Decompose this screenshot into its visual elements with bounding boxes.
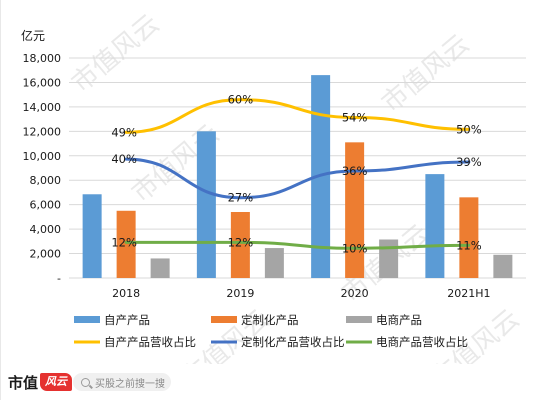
y-tick-label: 10,000 xyxy=(23,150,62,163)
bar xyxy=(345,142,365,278)
legend-label: 电商产品 xyxy=(376,313,422,327)
data-label: 12% xyxy=(228,235,254,249)
series-line xyxy=(124,98,471,134)
legend-swatch xyxy=(346,316,372,323)
legend-swatch xyxy=(211,316,237,323)
data-label: 10% xyxy=(342,241,368,255)
data-label: 12% xyxy=(111,235,137,249)
brand-name: 市值 xyxy=(8,373,39,392)
bar xyxy=(379,239,399,278)
bar xyxy=(264,248,284,278)
brand-tag: 风云 xyxy=(40,373,73,391)
data-label: 36% xyxy=(342,164,368,178)
brand-logo[interactable]: 市值 风云 xyxy=(8,371,73,393)
series-line xyxy=(124,240,471,250)
search-input[interactable]: 买股之前搜一搜 xyxy=(73,373,171,391)
chart: 市值风云市值风云市值风云市值风云市值风云市值风云-2,0004,0006,000… xyxy=(21,9,526,364)
y-tick-label: 2,000 xyxy=(30,248,62,261)
data-label: 27% xyxy=(228,191,254,205)
bar xyxy=(150,258,170,278)
y-unit-label: 亿元 xyxy=(21,28,45,43)
legend-label: 自产产品 xyxy=(104,313,150,327)
y-tick-label: 16,000 xyxy=(23,76,62,89)
series-line xyxy=(124,157,471,200)
bar xyxy=(425,174,445,278)
y-tick-label: 12,000 xyxy=(23,125,62,138)
x-tick-label: 2021H1 xyxy=(447,287,490,300)
search-icon xyxy=(81,377,90,387)
x-tick-label: 2018 xyxy=(112,287,140,300)
data-label: 11% xyxy=(456,238,482,252)
y-tick-label: 18,000 xyxy=(23,52,62,65)
legend-swatch xyxy=(74,316,100,323)
y-tick-label: 8,000 xyxy=(30,174,62,187)
y-tick-label: - xyxy=(57,272,61,285)
watermark-text: 市值风云 xyxy=(426,304,525,364)
data-label: 49% xyxy=(111,125,137,139)
bar xyxy=(196,131,216,278)
data-label: 54% xyxy=(342,110,368,124)
bar xyxy=(230,212,250,278)
bar xyxy=(459,197,479,278)
data-label: 39% xyxy=(456,155,482,169)
watermark-text: 市值风云 xyxy=(376,29,475,119)
x-tick-label: 2020 xyxy=(341,287,369,300)
y-tick-label: 4,000 xyxy=(30,223,62,236)
legend-label: 电商产品营收占比 xyxy=(376,335,468,349)
legend-label: 自产产品营收占比 xyxy=(104,335,196,349)
data-label: 60% xyxy=(228,93,254,107)
bar xyxy=(82,194,102,278)
y-tick-label: 6,000 xyxy=(30,199,62,212)
x-tick-label: 2019 xyxy=(226,287,254,300)
watermark-text: 市值风云 xyxy=(66,9,165,99)
data-label: 40% xyxy=(111,152,137,166)
y-tick-label: 14,000 xyxy=(23,101,62,114)
footer-bar: 市值 风云 买股之前搜一搜 xyxy=(1,364,550,400)
legend-label: 定制化产品 xyxy=(241,313,299,327)
data-label: 50% xyxy=(456,122,482,136)
legend-label: 定制化产品营收占比 xyxy=(241,335,345,349)
bar xyxy=(116,210,136,278)
bar xyxy=(493,254,513,278)
search-placeholder: 买股之前搜一搜 xyxy=(95,378,165,390)
